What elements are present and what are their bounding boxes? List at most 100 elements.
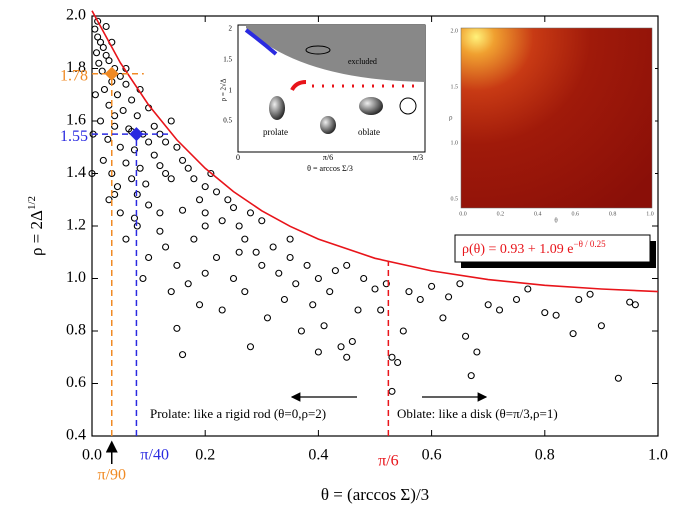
scatter-point bbox=[128, 96, 136, 104]
oblate-icon bbox=[359, 97, 383, 115]
scatter-point bbox=[201, 269, 209, 277]
scatter-point bbox=[212, 253, 221, 262]
scatter-point bbox=[246, 209, 255, 217]
excluded-region bbox=[246, 25, 425, 82]
scatter-point bbox=[614, 374, 622, 382]
inset-tick: 2.0 bbox=[451, 28, 459, 34]
scatter-point bbox=[269, 243, 277, 251]
circle-icon bbox=[399, 97, 417, 115]
scatter-point bbox=[167, 288, 175, 296]
scatter-point bbox=[586, 290, 594, 298]
x-axis-label: θ = (arccos Σ)/3 bbox=[321, 485, 429, 504]
inset-tick: 0 bbox=[236, 153, 240, 162]
scatter-point bbox=[113, 183, 122, 191]
inset-axis-label: ρ = 2√Δ bbox=[220, 78, 228, 101]
scatter-point bbox=[495, 306, 504, 314]
y-tick-label: 1.8 bbox=[66, 59, 86, 76]
scatter-point bbox=[569, 330, 577, 338]
scatter-point bbox=[113, 91, 122, 99]
scatter-point bbox=[173, 143, 181, 151]
scatter-point bbox=[484, 301, 492, 309]
scatter-point bbox=[235, 222, 243, 230]
scatter-point bbox=[195, 301, 204, 309]
scatter-point bbox=[331, 267, 339, 275]
scatter-point bbox=[105, 196, 113, 204]
scatter-point bbox=[94, 17, 102, 25]
scatter-point bbox=[91, 91, 99, 99]
inset-tick: 0.6 bbox=[571, 211, 579, 217]
scatter-point bbox=[201, 222, 209, 230]
x-tick-label: 0.6 bbox=[422, 447, 442, 464]
heatmap bbox=[460, 27, 653, 209]
scatter-point bbox=[116, 72, 124, 80]
scatter-point bbox=[354, 306, 362, 314]
inset-text: prolate bbox=[263, 127, 288, 137]
scatter-point bbox=[224, 196, 232, 204]
scatter-point bbox=[130, 214, 138, 222]
scatter-point bbox=[104, 135, 112, 143]
scatter-point bbox=[320, 322, 328, 330]
scatter-point bbox=[207, 169, 215, 178]
scatter-point bbox=[184, 280, 192, 288]
inset-tick: 0.2 bbox=[497, 211, 505, 217]
scatter-point bbox=[263, 314, 272, 322]
inset-tick: 1 bbox=[229, 87, 233, 95]
y-tick-label: 1.0 bbox=[66, 269, 86, 286]
scatter-point bbox=[399, 327, 407, 335]
scatter-point bbox=[292, 280, 300, 288]
inset-axis-label: θ = arccos Σ/3 bbox=[307, 164, 353, 173]
inset-tick: 0.5 bbox=[223, 117, 232, 125]
scatter-point bbox=[286, 253, 294, 262]
y-tick-label: 1.6 bbox=[66, 112, 86, 129]
scatter-point bbox=[286, 235, 294, 243]
scatter-point bbox=[128, 175, 136, 183]
scatter-point bbox=[416, 295, 424, 304]
fit-formula: ρ(θ) = 0.93 + 1.09 e−θ / 0.25 bbox=[462, 239, 606, 257]
scatter-point bbox=[95, 59, 103, 67]
scatter-point bbox=[388, 387, 396, 395]
scatter-point bbox=[99, 156, 107, 164]
x-tick-label: 0.4 bbox=[308, 447, 328, 464]
scatter-point bbox=[156, 227, 164, 235]
scatter-point bbox=[348, 337, 356, 346]
scatter-point bbox=[235, 248, 243, 256]
inset-curve bbox=[244, 28, 278, 56]
right-inset: 2.0 1.5 1.0 0.5 ρ 0.0 0.2 0.4 0.6 0.8 1.0 θ bbox=[449, 22, 655, 225]
scatter-point bbox=[122, 235, 130, 243]
scatter-point bbox=[102, 51, 110, 59]
scatter-point bbox=[145, 253, 153, 262]
inset-tick: 1.0 bbox=[451, 140, 459, 146]
scatter-point bbox=[388, 353, 396, 361]
scatter-point bbox=[303, 261, 311, 269]
inset-tick: 2 bbox=[229, 25, 233, 33]
y-tick-label: 0.4 bbox=[66, 427, 86, 444]
scatter-point bbox=[100, 85, 109, 94]
scatter-point bbox=[184, 164, 192, 172]
scatter-point bbox=[337, 343, 345, 351]
scatter-point bbox=[111, 122, 119, 130]
scatter-point bbox=[92, 49, 101, 57]
scatter-point bbox=[133, 222, 141, 230]
scatter-point bbox=[524, 285, 532, 293]
scatter-point bbox=[280, 295, 288, 304]
scatter-point bbox=[631, 301, 639, 309]
scatter-point bbox=[462, 332, 470, 340]
scatter-point bbox=[575, 295, 583, 304]
highlight-point bbox=[129, 127, 144, 142]
scatter-point bbox=[145, 201, 153, 209]
inset-curve bbox=[290, 80, 307, 91]
prolate-icon bbox=[269, 96, 285, 120]
inset-tick: 0.4 bbox=[534, 211, 542, 217]
inset-tick: 1.5 bbox=[223, 56, 232, 64]
scatter-point bbox=[297, 327, 305, 335]
inset-tick: 1.5 bbox=[451, 84, 459, 90]
scatter-point bbox=[99, 43, 107, 52]
plot-area: 0.0 0.2 0.4 0.6 0.8 1.00.40.60.81.01.21.41.61… bbox=[60, 7, 668, 484]
inset-tick: 0.5 bbox=[451, 196, 459, 202]
inset-tick: π/6 bbox=[323, 153, 333, 162]
scatter-point bbox=[179, 206, 187, 214]
scatter-point bbox=[541, 309, 549, 317]
scatter-point bbox=[428, 282, 436, 290]
scatter-point bbox=[195, 196, 204, 204]
